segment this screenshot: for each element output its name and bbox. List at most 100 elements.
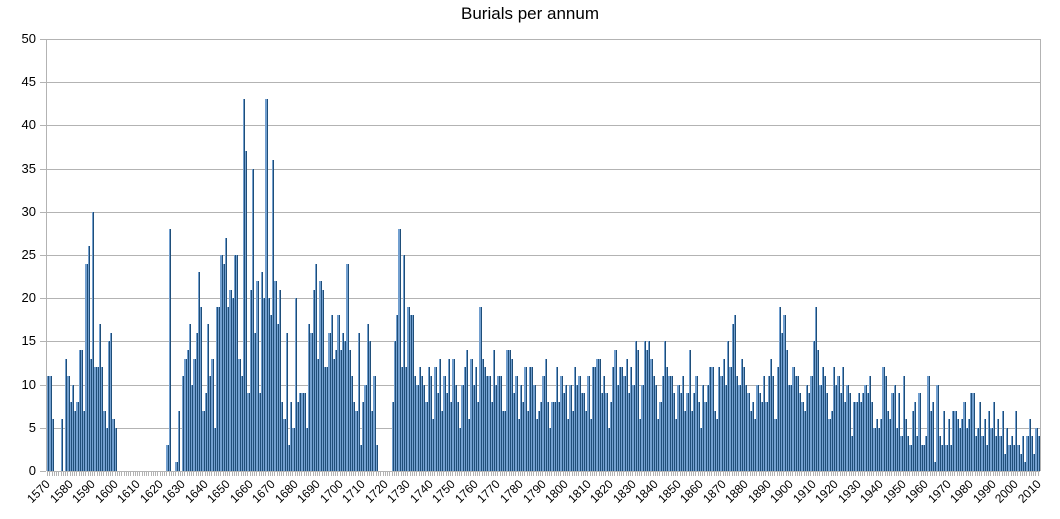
bar-1813: [594, 367, 597, 471]
bar-1875: [733, 315, 737, 471]
x-tick-mark: [323, 471, 325, 476]
x-tick-mark: [330, 471, 332, 476]
y-tick-label: 0: [28, 463, 36, 478]
bar-1804: [573, 367, 577, 471]
x-tick-mark: [285, 471, 287, 476]
x-tick-mark: [454, 471, 456, 476]
x-tick-mark: [47, 471, 48, 476]
bar-2008: [1033, 453, 1036, 471]
bar-1755: [463, 367, 466, 471]
bar-1952: [907, 436, 910, 471]
x-tick-mark: [803, 471, 805, 476]
x-tick-mark: [495, 471, 497, 476]
x-tick-mark: [222, 471, 224, 476]
x-tick-mark: [558, 471, 560, 476]
x-tick-mark: [598, 471, 600, 476]
x-tick-mark: [533, 471, 535, 476]
x-tick-mark: [276, 471, 278, 476]
x-tick-mark: [990, 471, 992, 476]
bar-1657: [242, 99, 246, 471]
bar-1983: [976, 427, 980, 471]
x-tick-mark: [479, 471, 481, 476]
x-tick-mark: [103, 471, 105, 476]
x-tick-mark: [927, 471, 929, 476]
bar-1879: [742, 367, 746, 471]
bar-1588: [87, 246, 90, 471]
x-tick-mark: [510, 471, 512, 476]
bar-1897: [783, 315, 786, 471]
x-tick-mark: [758, 471, 760, 476]
bar-1753: [459, 427, 462, 471]
bar-1814: [596, 358, 599, 471]
bar-1679: [292, 427, 295, 471]
bar-1970: [947, 419, 950, 471]
bar-1704: [348, 350, 351, 471]
bar-1963: [931, 401, 935, 471]
x-tick-mark: [648, 471, 650, 476]
bar-2006: [1028, 419, 1031, 471]
bar-1802: [569, 384, 572, 471]
x-tick-mark: [853, 471, 855, 476]
bar-1572: [51, 419, 54, 471]
x-tick-mark: [805, 471, 807, 476]
x-tick-mark: [443, 471, 445, 476]
x-tick-mark: [749, 471, 751, 476]
x-tick-mark: [114, 471, 116, 476]
bar-1933: [864, 384, 867, 471]
bar-1694: [326, 367, 329, 471]
x-tick-mark: [724, 471, 726, 476]
x-tick-mark: [116, 471, 118, 476]
x-tick-mark: [249, 471, 251, 476]
bar-1878: [740, 358, 743, 471]
bar-1777: [513, 393, 516, 471]
x-tick-mark: [965, 471, 967, 476]
x-tick-mark: [954, 471, 956, 476]
x-tick-mark: [679, 471, 681, 476]
bar-2005: [1026, 436, 1029, 471]
bar-1598: [110, 332, 113, 471]
x-tick-mark: [727, 471, 728, 476]
y-tick-label: 50: [21, 31, 36, 46]
x-tick-mark: [576, 471, 578, 476]
x-tick-mark: [423, 471, 425, 476]
bar-1831: [634, 341, 637, 471]
x-tick-mark: [875, 471, 877, 476]
x-tick-mark: [855, 471, 857, 476]
x-tick-mark: [720, 471, 722, 476]
x-tick-mark: [956, 471, 958, 476]
bar-1845: [666, 367, 669, 471]
bar-1974: [956, 419, 959, 471]
bar-1951: [904, 419, 908, 471]
x-tick-mark: [817, 471, 819, 476]
x-tick-mark: [776, 471, 778, 476]
x-tick-mark: [504, 471, 506, 476]
bar-1904: [799, 393, 802, 471]
x-tick-mark: [585, 471, 587, 476]
bar-1754: [461, 384, 464, 471]
x-tick-mark: [281, 471, 283, 476]
bar-1856: [690, 410, 694, 471]
bar-1674: [281, 401, 284, 471]
bar-1646: [218, 306, 221, 471]
x-tick-mark: [997, 471, 999, 476]
bar-1819: [607, 427, 610, 471]
x-tick-mark: [143, 471, 145, 476]
x-tick-mark: [481, 471, 483, 476]
x-tick-mark: [71, 471, 73, 476]
gridline: [47, 168, 1040, 170]
bar-1761: [477, 401, 480, 471]
x-tick-mark: [1024, 471, 1026, 476]
x-tick-mark: [578, 471, 580, 476]
x-tick-mark: [450, 471, 452, 476]
bar-1587: [85, 263, 88, 471]
x-tick-mark: [567, 471, 569, 476]
x-tick-mark: [837, 471, 839, 476]
bar-1728: [402, 255, 406, 471]
bar-1936: [871, 401, 874, 471]
x-tick-mark: [168, 471, 170, 476]
bar-1795: [553, 401, 556, 471]
bar-1851: [679, 393, 682, 471]
y-tick-mark: [40, 298, 46, 300]
bar-1732: [411, 315, 415, 471]
x-tick-mark: [468, 471, 470, 476]
